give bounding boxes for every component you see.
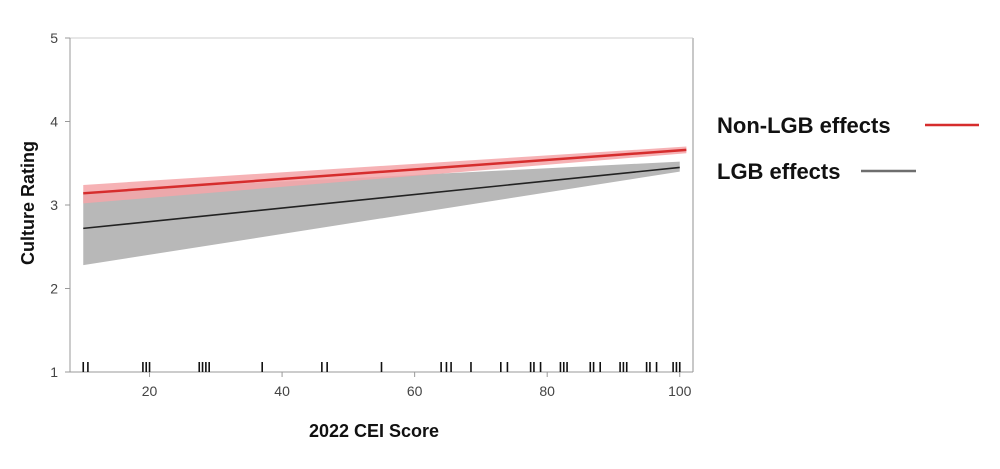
y-tick-label: 4 (50, 114, 58, 130)
y-tick-label: 2 (50, 281, 58, 297)
legend-label-lgb: LGB effects (717, 159, 840, 184)
x-axis-ticks: 20 40 60 80 100 (142, 372, 692, 399)
confidence-bands (83, 146, 687, 266)
x-tick-label: 60 (407, 383, 423, 399)
y-tick-label: 3 (50, 197, 58, 213)
x-tick-label: 100 (668, 383, 692, 399)
x-tick-label: 80 (539, 383, 555, 399)
legend: Non-LGB effects LGB effects (717, 113, 979, 184)
rug-marks (82, 362, 681, 372)
lgb-effect-line (83, 166, 680, 230)
y-axis-title: Culture Rating (18, 141, 38, 265)
x-tick-label: 40 (274, 383, 290, 399)
non-lgb-effect-line (83, 148, 687, 195)
x-tick-label: 20 (142, 383, 158, 399)
x-axis-title: 2022 CEI Score (309, 421, 439, 441)
regression-lines (83, 148, 687, 230)
y-axis-ticks: 1 2 3 4 5 (50, 30, 70, 380)
y-tick-label: 5 (50, 30, 58, 46)
legend-label-non-lgb: Non-LGB effects (717, 113, 891, 138)
y-tick-label: 1 (50, 364, 58, 380)
